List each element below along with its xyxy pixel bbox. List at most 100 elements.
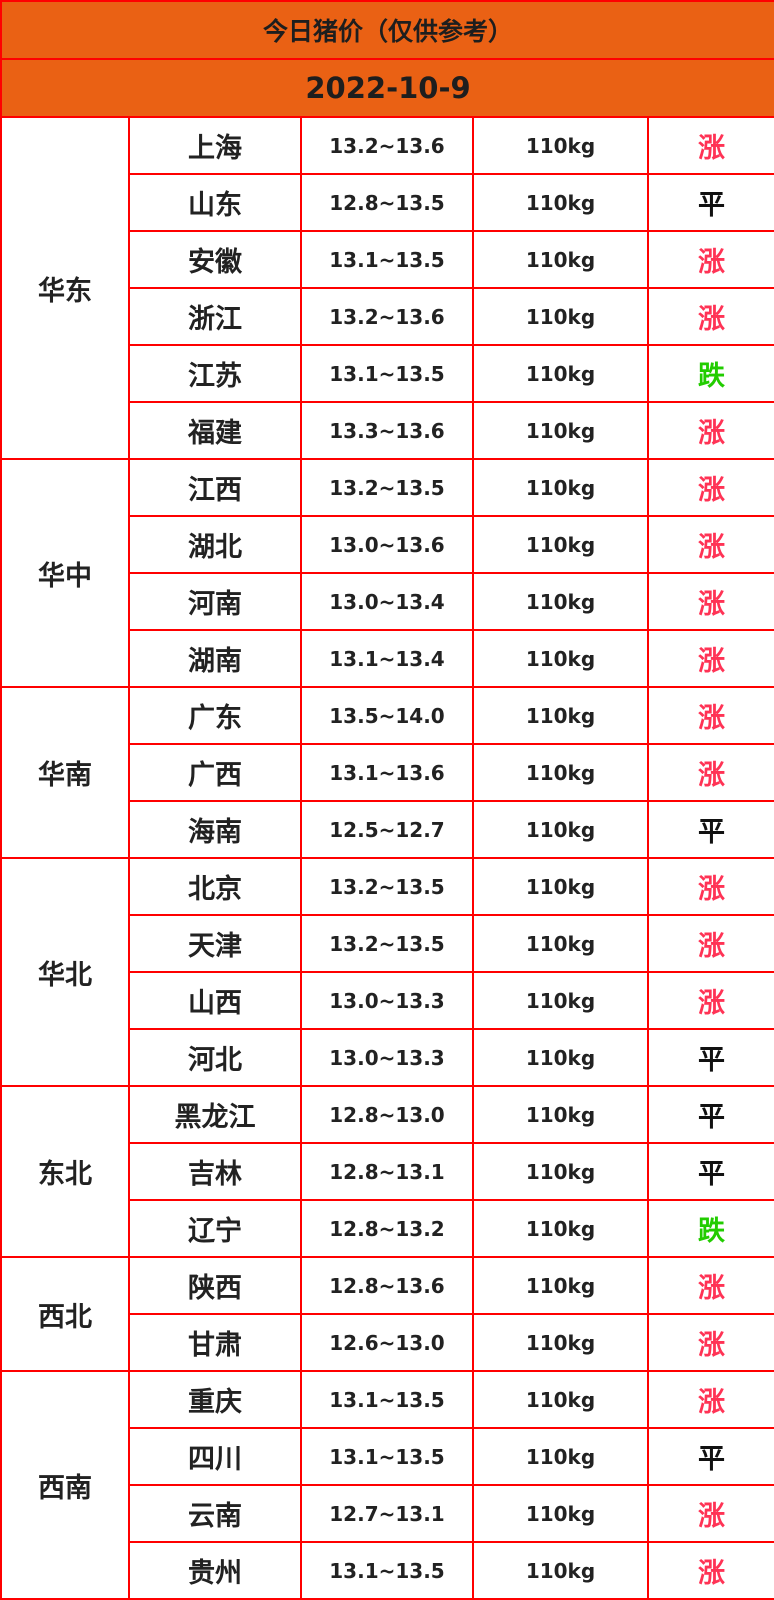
- table-row: 四川 13.1~13.5 110kg 平: [1, 1427, 774, 1486]
- trend-flat-badge: 平: [646, 800, 774, 859]
- province-cell: 云南: [128, 1484, 302, 1543]
- region-cell: 华中: [0, 458, 130, 688]
- price-cell: 12.8~13.5: [300, 173, 474, 232]
- table-row: 云南 12.7~13.1 110kg 涨: [1, 1484, 774, 1543]
- trend-up-badge: 涨: [646, 686, 774, 745]
- price-cell: 12.8~13.1: [300, 1142, 474, 1201]
- province-cell: 海南: [128, 800, 302, 859]
- table-row: 华北 北京 13.2~13.5 110kg 涨: [0, 857, 774, 1087]
- price-cell: 13.2~13.6: [300, 287, 474, 346]
- table-row: 吉林 12.8~13.1 110kg 平: [1, 1142, 774, 1201]
- price-cell: 12.7~13.1: [300, 1484, 474, 1543]
- trend-flat-badge: 平: [646, 173, 774, 232]
- price-cell: 12.8~13.6: [300, 1256, 474, 1315]
- trend-down-badge: 跌: [646, 344, 774, 403]
- table-row: 辽宁 12.8~13.2 110kg 跌: [1, 1199, 774, 1258]
- price-cell: 13.0~13.3: [300, 1028, 474, 1087]
- province-cell: 河南: [128, 572, 302, 631]
- table-row: 海南 12.5~12.7 110kg 平: [1, 800, 774, 859]
- table-row: 湖北 13.0~13.6 110kg 涨: [1, 515, 774, 574]
- price-cell: 12.6~13.0: [300, 1313, 474, 1372]
- table-row: 福建 13.3~13.6 110kg 涨: [1, 401, 774, 460]
- province-cell: 湖南: [128, 629, 302, 688]
- trend-up-badge: 涨: [646, 1370, 774, 1429]
- price-cell: 13.3~13.6: [300, 401, 474, 460]
- price-cell: 13.2~13.6: [300, 116, 474, 175]
- province-cell: 贵州: [128, 1541, 302, 1600]
- weight-cell: 110kg: [472, 1313, 649, 1372]
- region-cell: 华北: [0, 857, 130, 1087]
- province-cell: 四川: [128, 1427, 302, 1486]
- price-cell: 13.1~13.5: [300, 1427, 474, 1486]
- price-cell: 12.8~13.0: [300, 1085, 474, 1144]
- trend-up-badge: 涨: [646, 1484, 774, 1543]
- price-cell: 13.5~14.0: [300, 686, 474, 745]
- table-row: 河北 13.0~13.3 110kg 平: [1, 1028, 774, 1087]
- table-row: 河南 13.0~13.4 110kg 涨: [1, 572, 774, 631]
- price-cell: 13.2~13.5: [300, 857, 474, 916]
- trend-up-badge: 涨: [646, 401, 774, 460]
- table-row: 湖南 13.1~13.4 110kg 涨: [1, 629, 774, 688]
- province-cell: 安徽: [128, 230, 302, 289]
- trend-flat-badge: 平: [646, 1085, 774, 1144]
- region-cell: 西南: [0, 1370, 130, 1600]
- trend-up-badge: 涨: [646, 857, 774, 916]
- province-cell: 河北: [128, 1028, 302, 1087]
- trend-up-badge: 涨: [646, 743, 774, 802]
- table-row: 江苏 13.1~13.5 110kg 跌: [1, 344, 774, 403]
- trend-flat-badge: 平: [646, 1142, 774, 1201]
- province-cell: 甘肃: [128, 1313, 302, 1372]
- trend-down-badge: 跌: [646, 1199, 774, 1258]
- table-row: 山西 13.0~13.3 110kg 涨: [1, 971, 774, 1030]
- province-cell: 黑龙江: [128, 1085, 302, 1144]
- trend-flat-badge: 平: [646, 1028, 774, 1087]
- trend-up-badge: 涨: [646, 116, 774, 175]
- weight-cell: 110kg: [472, 1199, 649, 1258]
- price-cell: 13.2~13.5: [300, 458, 474, 517]
- price-cell: 13.1~13.6: [300, 743, 474, 802]
- province-cell: 上海: [128, 116, 302, 175]
- province-cell: 江苏: [128, 344, 302, 403]
- table-title: 今日猪价（仅供参考）: [0, 0, 774, 60]
- trend-up-badge: 涨: [646, 287, 774, 346]
- trend-up-badge: 涨: [646, 572, 774, 631]
- weight-cell: 110kg: [472, 287, 649, 346]
- region-cell: 华南: [0, 686, 130, 859]
- price-cell: 13.0~13.3: [300, 971, 474, 1030]
- weight-cell: 110kg: [472, 515, 649, 574]
- province-cell: 重庆: [128, 1370, 302, 1429]
- province-cell: 广西: [128, 743, 302, 802]
- table-row: 华东 上海 13.2~13.6 110kg 涨: [0, 116, 774, 460]
- price-cell: 12.8~13.2: [300, 1199, 474, 1258]
- table-row: 山东 12.8~13.5 110kg 平: [1, 173, 774, 232]
- trend-up-badge: 涨: [646, 515, 774, 574]
- trend-up-badge: 涨: [646, 914, 774, 973]
- trend-up-badge: 涨: [646, 1256, 774, 1315]
- weight-cell: 110kg: [472, 1370, 649, 1429]
- province-cell: 浙江: [128, 287, 302, 346]
- table-row: 西南 重庆 13.1~13.5 110kg 涨: [0, 1370, 774, 1600]
- price-cell: 13.0~13.6: [300, 515, 474, 574]
- province-cell: 福建: [128, 401, 302, 460]
- price-cell: 13.1~13.5: [300, 1370, 474, 1429]
- weight-cell: 110kg: [472, 1427, 649, 1486]
- table-row: 浙江 13.2~13.6 110kg 涨: [1, 287, 774, 346]
- weight-cell: 110kg: [472, 1484, 649, 1543]
- table-row: 甘肃 12.6~13.0 110kg 涨: [1, 1313, 774, 1372]
- table-row: 天津 13.2~13.5 110kg 涨: [1, 914, 774, 973]
- table-date: 2022-10-9: [0, 58, 774, 118]
- price-cell: 13.1~13.4: [300, 629, 474, 688]
- trend-up-badge: 涨: [646, 230, 774, 289]
- weight-cell: 110kg: [472, 857, 649, 916]
- weight-cell: 110kg: [472, 1028, 649, 1087]
- price-cell: 13.1~13.5: [300, 230, 474, 289]
- weight-cell: 110kg: [472, 173, 649, 232]
- weight-cell: 110kg: [472, 1142, 649, 1201]
- table-row: 华中 江西 13.2~13.5 110kg 涨: [0, 458, 774, 688]
- region-cell: 东北: [0, 1085, 130, 1258]
- weight-cell: 110kg: [472, 914, 649, 973]
- table-row: 贵州 13.1~13.5 110kg 涨: [1, 1541, 774, 1600]
- weight-cell: 110kg: [472, 686, 649, 745]
- price-cell: 13.1~13.5: [300, 344, 474, 403]
